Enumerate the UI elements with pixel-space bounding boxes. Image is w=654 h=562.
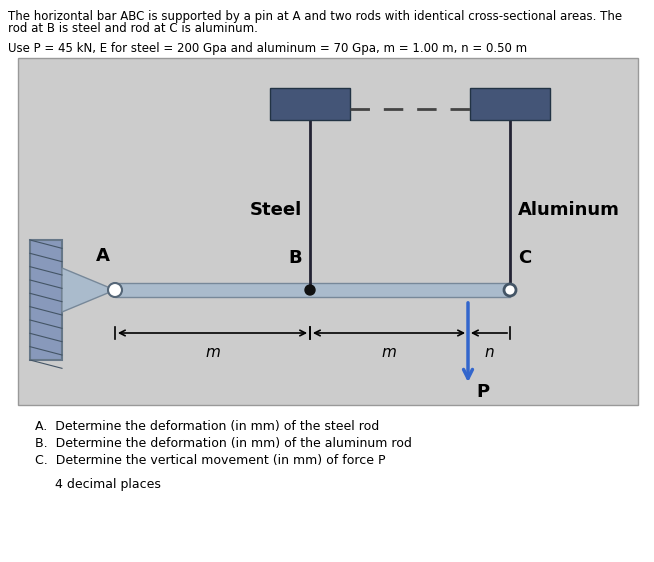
Bar (270, 88, 350, 120)
Text: n: n (484, 345, 494, 360)
Text: Use P = 45 kN, E for steel = 200 Gpa and aluminum = 70 Gpa, m = 1.00 m, n = 0.50: Use P = 45 kN, E for steel = 200 Gpa and… (8, 42, 527, 55)
Polygon shape (62, 268, 115, 312)
Bar (470, 88, 550, 120)
Text: P: P (476, 383, 489, 401)
Text: C.  Determine the vertical movement (in mm) of force P: C. Determine the vertical movement (in m… (35, 454, 385, 467)
Circle shape (305, 285, 315, 295)
Circle shape (504, 284, 516, 296)
Bar (115, 283, 510, 297)
Text: B: B (288, 249, 302, 267)
Text: 4 decimal places: 4 decimal places (55, 478, 161, 491)
Circle shape (108, 283, 122, 297)
Text: A: A (96, 247, 110, 265)
Text: m: m (381, 345, 396, 360)
Text: Aluminum: Aluminum (518, 201, 620, 219)
Text: m: m (205, 345, 220, 360)
Text: Steel: Steel (250, 201, 302, 219)
Text: A.  Determine the deformation (in mm) of the steel rod: A. Determine the deformation (in mm) of … (35, 420, 379, 433)
Text: The horizontal bar ABC is supported by a pin at A and two rods with identical cr: The horizontal bar ABC is supported by a… (8, 10, 622, 23)
Text: rod at B is steel and rod at C is aluminum.: rod at B is steel and rod at C is alumin… (8, 22, 258, 35)
Text: C: C (518, 249, 531, 267)
Bar (18, 58, 638, 405)
Text: B.  Determine the deformation (in mm) of the aluminum rod: B. Determine the deformation (in mm) of … (35, 437, 412, 450)
Bar (30, 240, 62, 360)
